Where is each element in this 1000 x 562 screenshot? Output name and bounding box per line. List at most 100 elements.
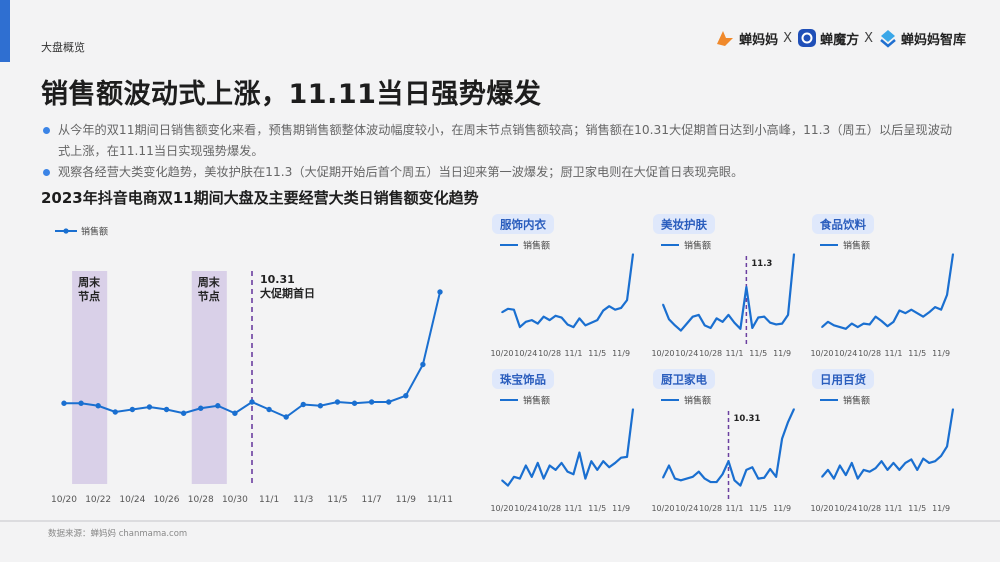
footer-divider [0,520,1000,522]
category-sales-line [821,253,955,330]
category-sales-point [554,469,557,471]
category-sales-point [584,477,587,480]
category-sales-point [536,462,539,464]
category-xtick-label: 11/9 [773,349,791,358]
category-sales-point [763,476,766,479]
category-sales-point [868,470,871,473]
category-xtick-label: 11/5 [908,504,926,513]
category-sales-point [833,324,835,327]
brand-chanmofang: 蝉魔方 [797,28,859,48]
category-sales-point [910,458,913,461]
main-xtick-label: 10/28 [188,495,214,505]
category-sales-point [721,321,724,323]
category-xtick-label: 11/5 [749,349,767,358]
category-xtick-label: 10/20 [651,349,674,358]
category-sales-point [821,476,823,478]
category-sales-line [821,408,955,480]
category-sales-point [578,451,581,454]
category-sales-point [608,466,610,469]
main-sales-point [300,401,306,408]
category-xtick-label: 11/5 [588,504,606,513]
category-tag-label: 美妆护肤 [661,218,707,232]
category-sales-point [839,326,841,328]
category-sales-point [892,321,895,323]
category-xtick-label: 11/1 [725,349,743,358]
category-sales-point [886,325,889,328]
category-sales-point [709,327,712,329]
category-sales-point [827,469,829,471]
main-sales-point [283,414,289,420]
category-sales-point [596,319,599,321]
category-sales-point [946,294,948,296]
category-tag-label: 日用百货 [820,373,866,387]
category-sales-point [596,469,599,471]
category-sales-point [733,321,736,324]
insight-item: 观察各经营大类变化趋势，美妆护肤在11.3（大促期开始后首个周五）当日迎来第一波… [41,162,956,183]
category-sales-point [680,329,682,332]
category-tag [653,369,715,389]
brand-separator: X [864,30,873,46]
category-xtick-label: 11/9 [773,504,791,513]
category-sales-point [691,315,694,318]
main-xtick-label: 10/20 [51,495,77,505]
category-tag [812,369,874,389]
category-sales-line [501,253,635,329]
category-sales-point [721,473,724,476]
main-xtick-label: 11/1 [259,495,279,505]
main-sales-point [215,403,221,409]
category-sales-point [590,460,593,463]
category-sales-point [584,324,587,327]
category-sales-point [928,311,930,314]
category-sales-point [513,308,515,311]
category-sales-point [839,464,841,467]
category-sales-point [530,476,533,478]
category-sales-point [560,462,563,464]
category-sales-point [751,466,754,469]
main-sales-point [317,403,324,409]
category-sales-point [519,477,521,480]
category-tag-label: 珠宝饰品 [500,373,546,387]
brand-zhiku-label: 蝉妈妈智库 [900,32,966,48]
category-sales-point [614,462,616,464]
category-sales-point [952,408,954,410]
category-sales-point [904,462,907,464]
category-sales-point [745,469,748,471]
main-sales-point [249,399,255,405]
main-xtick-label: 11/9 [396,495,416,505]
category-sales-point [787,421,789,423]
category-sales-point [620,307,622,309]
main-sales-point [386,399,392,405]
category-sales-point [733,479,736,482]
legend-label: 销售额 [843,395,870,407]
main-xtick-label: 10/24 [119,495,145,505]
category-xtick-label: 10/20 [490,504,513,513]
category-sales-point [727,314,730,316]
category-xtick-label: 10/28 [538,504,561,513]
category-sales-point [757,477,760,480]
category-tag [492,214,554,234]
main-xtick-label: 11/7 [362,495,382,505]
category-sales-point [821,326,823,328]
category-sales-point [904,312,907,314]
main-sales-point [146,404,153,410]
chanmofang-logo-icon [798,29,817,47]
category-tag-label: 食品饮料 [820,218,866,232]
main-sales-point [351,400,358,406]
weekend-band-label: 周末 [78,275,101,289]
category-sales-point [668,318,670,321]
category-sales-point [530,319,533,321]
main-sales-point [403,393,409,399]
category-sales-point [763,315,766,318]
category-sales-point [525,321,527,323]
main-sales-point [437,289,443,295]
category-sales-point [727,460,730,463]
category-xtick-label: 10/20 [810,349,833,358]
category-xtick-label: 10/28 [858,349,881,358]
legend-label: 销售额 [523,395,550,407]
main-sales-point [112,409,118,415]
category-xtick-label: 11/5 [588,349,606,358]
category-sales-point [548,464,551,467]
category-sales-point [548,319,551,321]
category-sales-point [775,476,777,478]
insight-list: 从今年的双11期间日销售额变化来看，预售期销售额整体波动幅度较小，在周末节点销售… [41,120,956,183]
